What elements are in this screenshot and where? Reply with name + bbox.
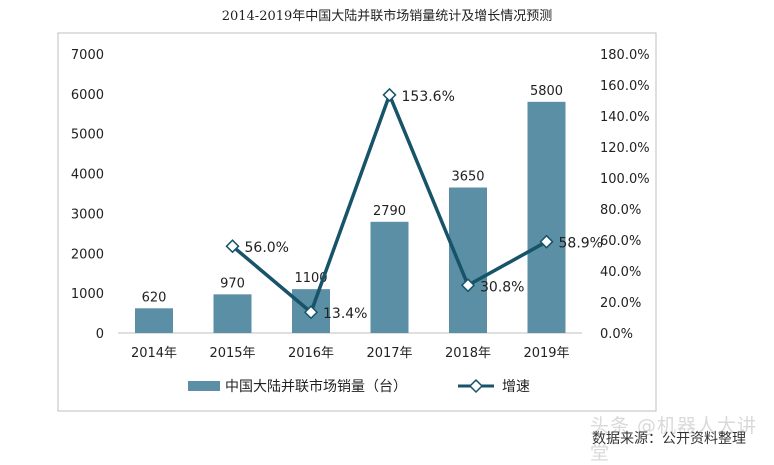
growth-value-label: 13.4% [323, 306, 367, 322]
legend-bar-swatch [188, 381, 220, 391]
right-tick-label: 60.0% [600, 234, 641, 249]
data-source-note: 数据来源：公开资料整理 [592, 431, 746, 447]
right-tick-label: 80.0% [600, 203, 641, 218]
x-axis-category-labels: 2014年 2015年 2016年 2017年 2018年 2019年 [131, 346, 570, 361]
left-tick-label: 2000 [71, 247, 104, 262]
left-tick-label: 4000 [71, 168, 104, 183]
right-tick-label: 0.0% [600, 327, 633, 342]
bar [527, 101, 566, 333]
legend-line-label: 增速 [502, 379, 530, 395]
right-tick-label: 40.0% [600, 265, 641, 280]
right-tick-label: 120.0% [600, 141, 650, 156]
legend-bar-label: 中国大陆并联市场销量（台） [225, 378, 407, 395]
left-tick-label: 3000 [71, 207, 104, 222]
bar-value-label: 5800 [530, 84, 563, 99]
bar [213, 294, 252, 333]
legend-line-marker [468, 378, 484, 394]
bar-value-label: 1100 [294, 271, 327, 286]
combo-chart: 2014-2019年中国大陆并联市场销量统计及增长情况预测 0 1000 2000 3… [57, 8, 657, 412]
right-tick-label: 160.0% [600, 79, 650, 94]
bar [135, 308, 173, 333]
right-tick-label: 20.0% [600, 296, 641, 311]
bar-series [135, 101, 566, 333]
category-label: 2018年 [445, 346, 491, 361]
category-label: 2019年 [523, 346, 569, 361]
left-axis-ticks: 0 1000 2000 3000 4000 5000 6000 7000 [71, 48, 104, 342]
bar-value-label: 2790 [373, 204, 406, 219]
left-tick-label: 0 [96, 327, 104, 342]
bar-value-label: 970 [220, 276, 245, 291]
growth-marker [382, 87, 397, 102]
left-tick-label: 7000 [71, 48, 104, 63]
growth-data-labels: 56.0% 13.4% 153.6% 30.8% 58.9% [245, 89, 603, 322]
right-axis-ticks: 0.0% 20.0% 40.0% 60.0% 80.0% 100.0% 120.0% 140.… [600, 48, 650, 342]
category-label: 2015年 [209, 346, 255, 361]
chart-title: 2014-2019年中国大陆并联市场销量统计及增长情况预测 [222, 8, 553, 24]
growth-marker [225, 239, 240, 254]
bar-value-label: 620 [142, 290, 167, 305]
bar [370, 221, 409, 333]
right-tick-label: 140.0% [600, 110, 650, 125]
legend: 中国大陆并联市场销量（台） 增速 [188, 378, 530, 395]
right-tick-label: 180.0% [600, 48, 650, 63]
category-label: 2016年 [288, 346, 334, 361]
category-label: 2017年 [366, 346, 412, 361]
growth-value-label: 58.9% [559, 236, 603, 252]
growth-value-label: 56.0% [245, 240, 289, 256]
left-tick-label: 5000 [71, 128, 104, 143]
right-tick-label: 100.0% [600, 172, 650, 187]
growth-value-label: 153.6% [402, 89, 455, 105]
left-tick-label: 1000 [71, 287, 104, 302]
bar-value-label: 3650 [451, 170, 484, 185]
bar-data-labels: 620 970 1100 2790 3650 5800 [142, 84, 563, 305]
growth-markers [225, 87, 554, 320]
plot-frame [57, 32, 657, 412]
bar [449, 187, 487, 333]
growth-value-label: 30.8% [480, 279, 524, 295]
left-tick-label: 6000 [71, 88, 104, 103]
growth-marker [539, 234, 554, 249]
growth-marker [303, 305, 319, 320]
growth-marker [460, 278, 476, 293]
chart-container: 2014-2019年中国大陆并联市场销量统计及增长情况预测 0 1000 2000 3… [57, 8, 756, 464]
category-label: 2014年 [131, 346, 177, 361]
